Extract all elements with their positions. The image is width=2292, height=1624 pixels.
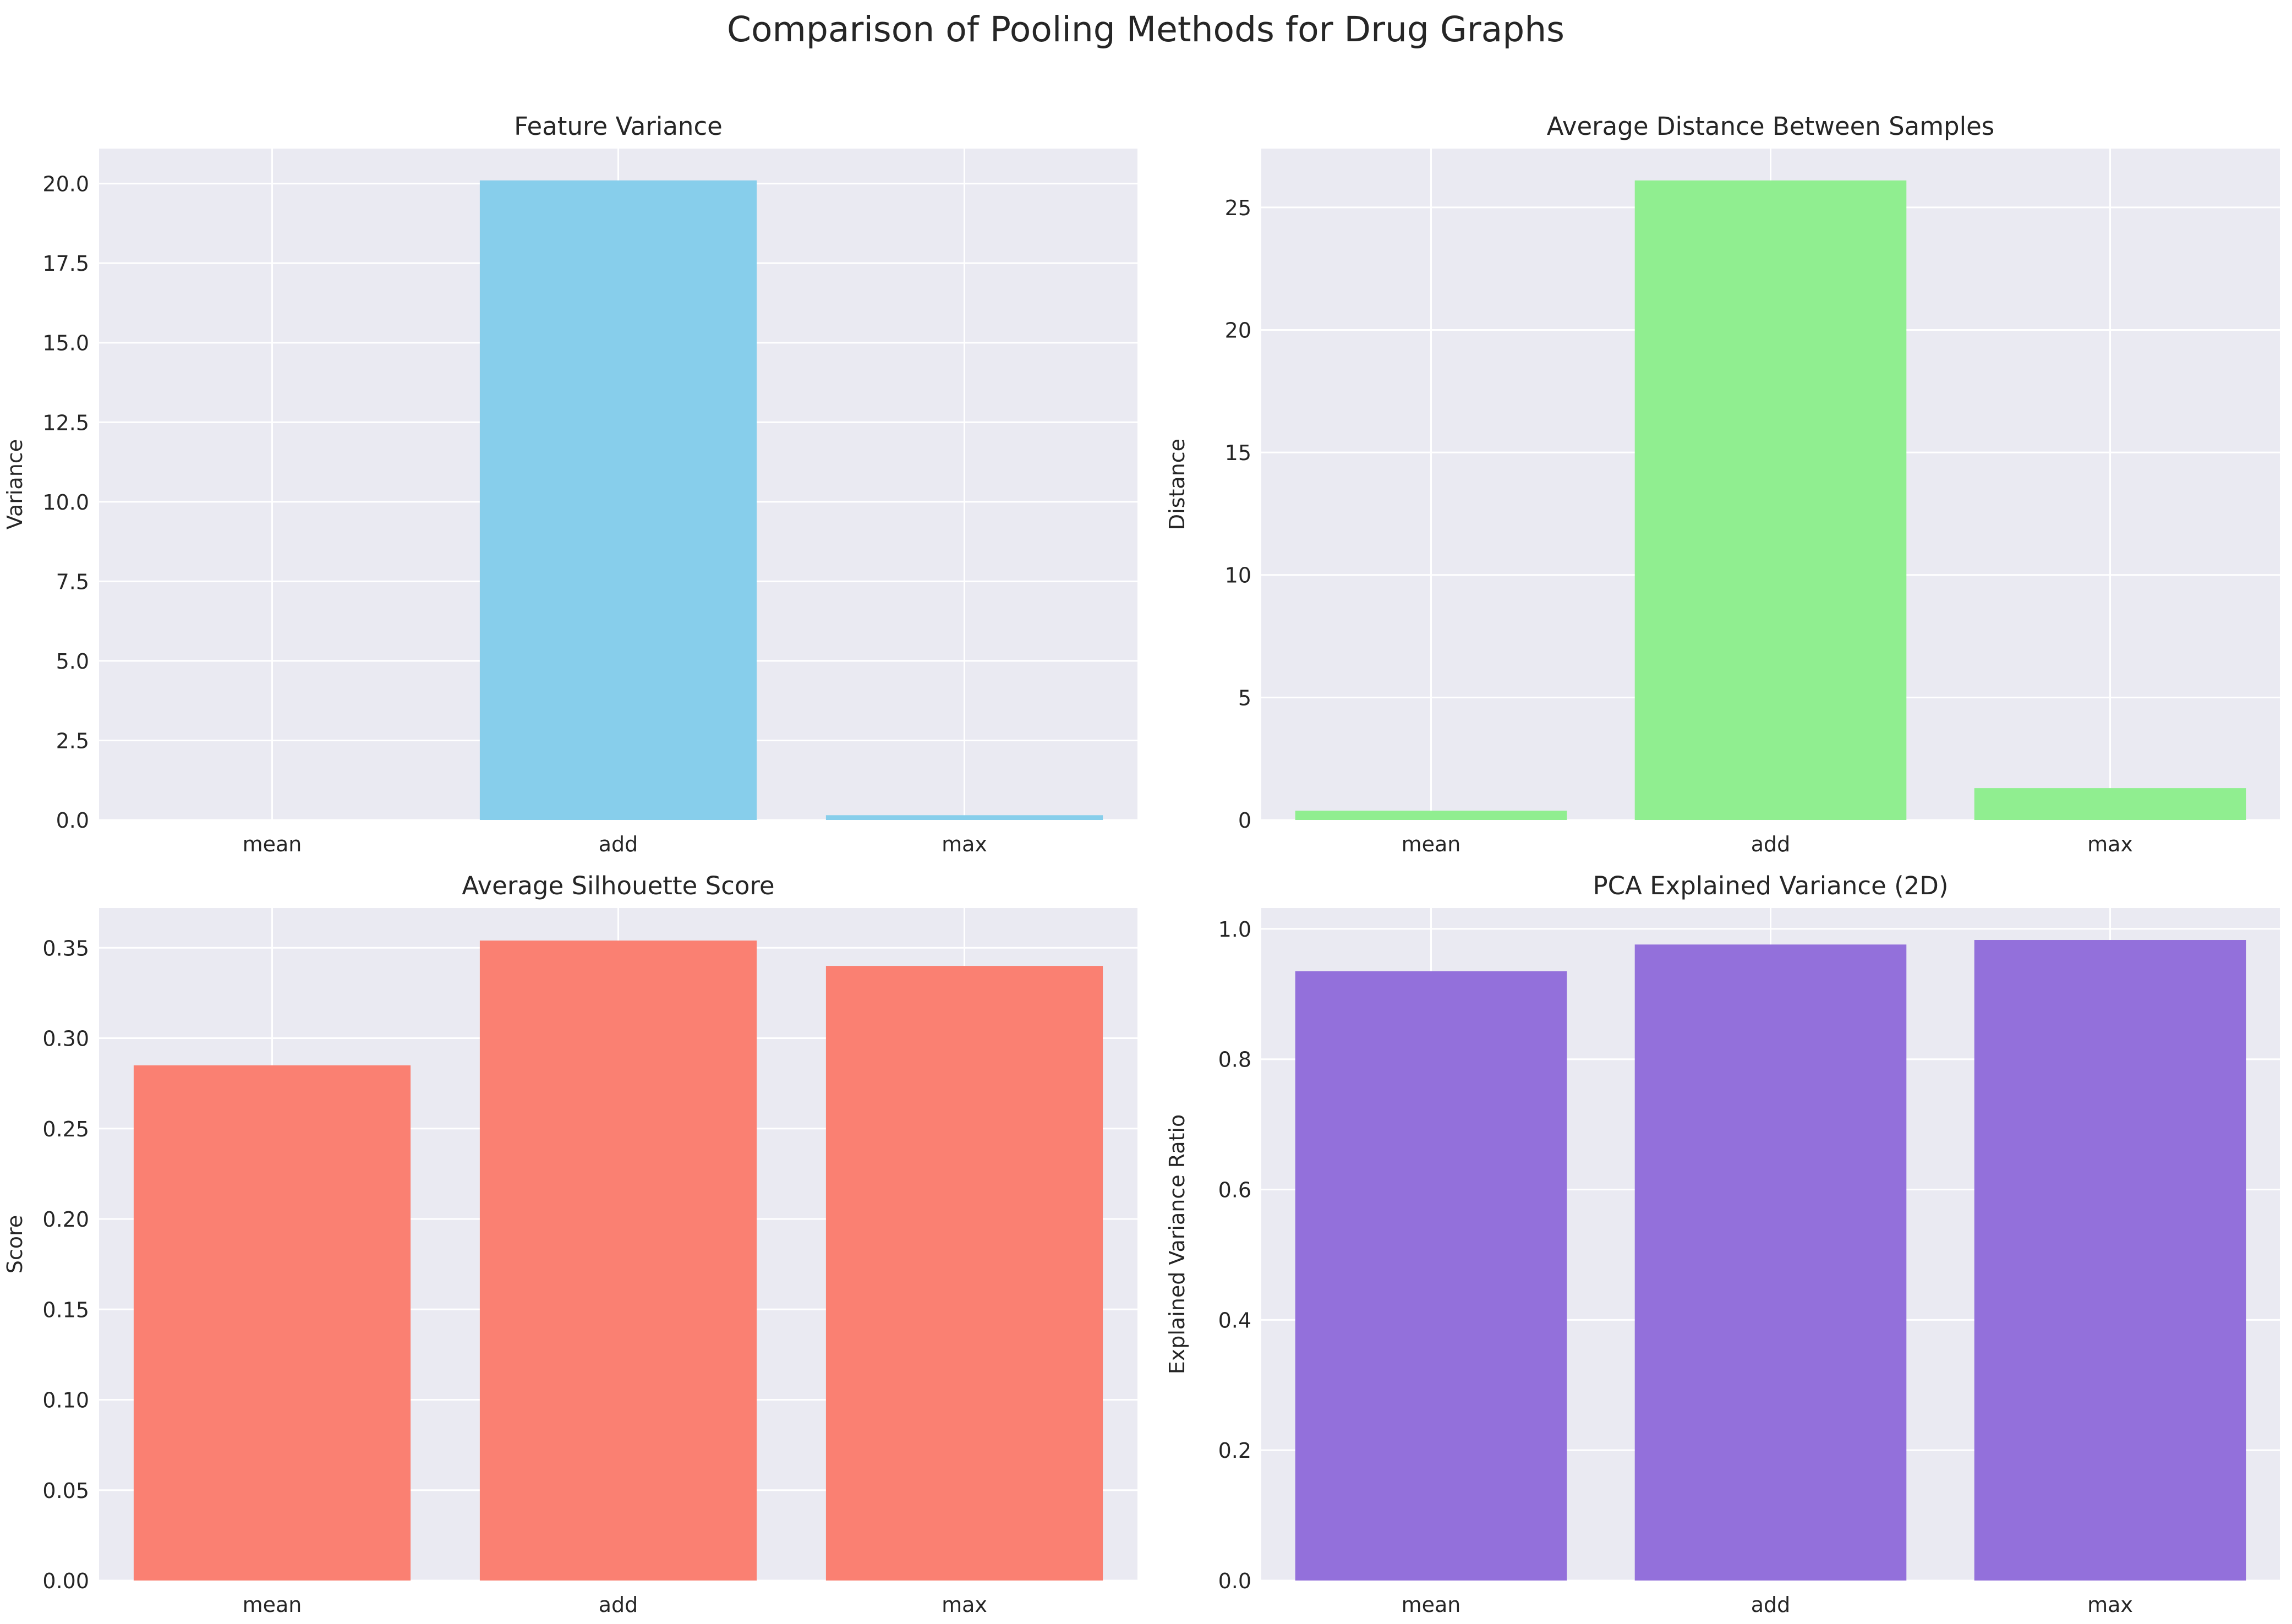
figure-title: Comparison of Pooling Methods for Drug G… [727, 9, 1565, 50]
y-tick-label: 20.0 [42, 172, 89, 196]
subplot-title: Feature Variance [514, 112, 723, 141]
y-axis-label: Score [3, 1215, 27, 1273]
y-tick-label: 10 [1225, 564, 1251, 588]
x-tick-label: mean [1402, 1593, 1461, 1617]
bar-mean [1295, 971, 1567, 1581]
y-axis-label: Distance [1165, 439, 1189, 530]
x-tick-label: max [2087, 1593, 2133, 1617]
y-tick-label: 1.0 [1218, 917, 1251, 942]
subplot-title: Average Silhouette Score [462, 871, 774, 900]
subplot-1: 0.0 2.5 5.0 7.5 10.0 12.5 15.0 17.5 20.0 mean add m… [3, 112, 1137, 856]
x-tick-label: add [599, 832, 638, 856]
y-tick-label: 2.5 [56, 729, 89, 753]
y-tick-label: 20 [1225, 318, 1251, 342]
y-tick-label: 15.0 [42, 331, 89, 356]
x-tick-label: mean [243, 832, 302, 856]
x-tick-label: add [1751, 1593, 1791, 1617]
x-tick-label: max [942, 1593, 987, 1617]
bar-max [825, 966, 1103, 1581]
bar-add [479, 941, 757, 1581]
bar-max [825, 815, 1103, 820]
y-tick-label: 10.0 [42, 490, 89, 515]
y-tick-label: 5.0 [56, 649, 89, 674]
y-tick-label: 0.05 [42, 1479, 89, 1503]
bar-add [1634, 180, 1907, 821]
y-tick-label: 0 [1238, 808, 1251, 833]
bar-add [479, 180, 757, 820]
y-tick-label: 0.4 [1218, 1308, 1251, 1332]
y-tick-label: 0.00 [42, 1569, 89, 1593]
y-tick-label: 0.0 [56, 808, 89, 833]
x-tick-label: add [599, 1593, 638, 1617]
y-tick-label: 7.5 [56, 570, 89, 594]
bar-mean [1295, 811, 1567, 820]
y-tick-label: 0.15 [42, 1298, 89, 1322]
y-tick-label: 0.30 [42, 1027, 89, 1051]
y-tick-label: 0.20 [42, 1207, 89, 1232]
y-axis-label: Explained Variance Ratio [1165, 1114, 1189, 1374]
x-tick-label: max [942, 832, 987, 856]
y-tick-label: 0.35 [42, 936, 89, 960]
subplot-3: 0.00 0.05 0.10 0.15 0.20 0.25 0.30 0.35 mean add m… [3, 871, 1137, 1617]
x-tick-label: mean [1402, 832, 1461, 856]
bar-max [1974, 940, 2246, 1581]
x-tick-label: mean [243, 1593, 302, 1617]
subplot-title: Average Distance Between Samples [1547, 112, 1995, 141]
y-tick-label: 5 [1238, 686, 1251, 710]
y-tick-label: 17.5 [42, 251, 89, 276]
y-tick-label: 25 [1225, 196, 1251, 220]
x-tick-label: add [1751, 832, 1791, 856]
y-tick-label: 12.5 [42, 411, 89, 435]
y-tick-label: 0.25 [42, 1117, 89, 1141]
subplot-4: 0.0 0.2 0.4 0.6 0.8 1.0 mean add max PCA Explaine… [1165, 871, 2280, 1617]
subplot-title: PCA Explained Variance (2D) [1593, 871, 1948, 900]
y-axis-label: Variance [3, 439, 27, 529]
y-tick-label: 0.10 [42, 1388, 89, 1413]
bar-max [1974, 788, 2246, 820]
y-tick-label: 0.8 [1218, 1048, 1251, 1072]
bar-mean [133, 1065, 411, 1581]
y-tick-label: 0.2 [1218, 1439, 1251, 1463]
bar-add [1634, 944, 1907, 1581]
y-tick-label: 15 [1225, 441, 1251, 465]
subplot-2: 0 5 10 15 20 25 mean add max Average Distance Bet… [1165, 112, 2280, 856]
x-tick-label: max [2087, 832, 2133, 856]
y-tick-label: 0.6 [1218, 1178, 1251, 1202]
y-tick-label: 0.0 [1218, 1569, 1251, 1593]
